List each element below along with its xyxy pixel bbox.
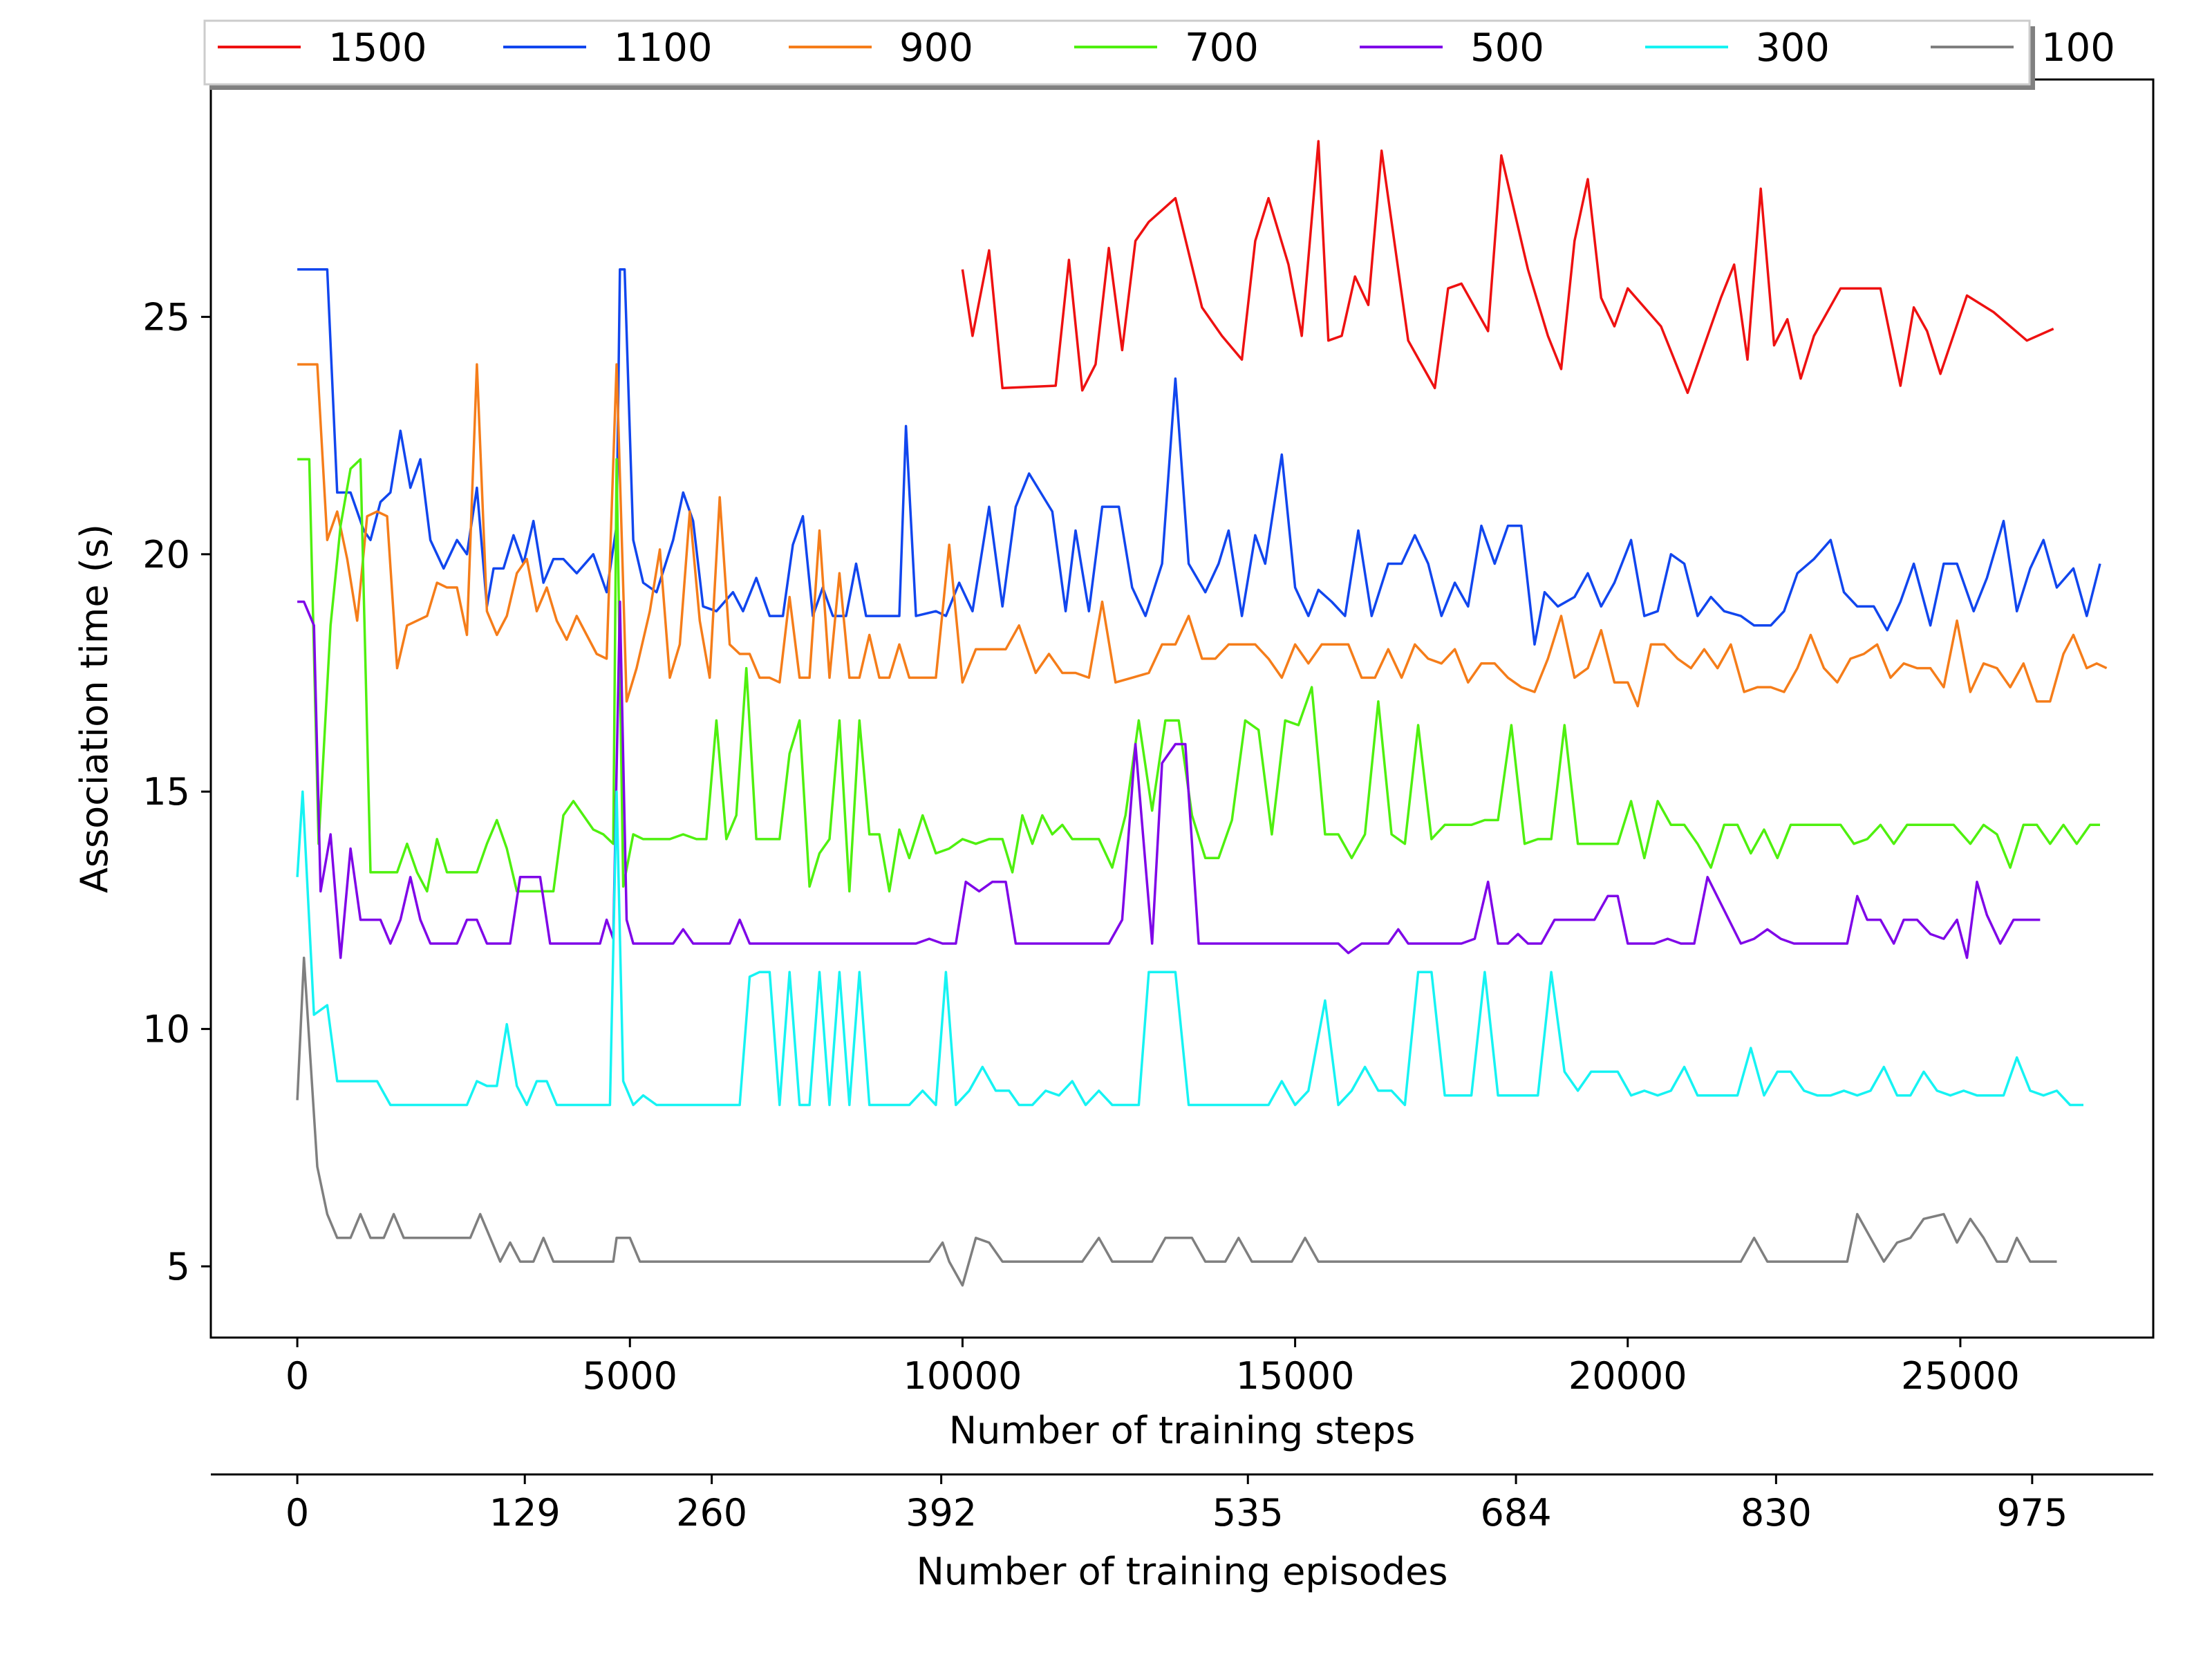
secondary-x-tick-label: 392 [906,1491,977,1535]
secondary-x-tick-label: 260 [676,1491,747,1535]
series-line-500 [297,600,2041,959]
series-line-300 [296,790,2083,1107]
legend-label-900: 900 [899,26,973,71]
legend-box [203,19,2031,86]
y-axis-title: Association time (s) [73,524,116,893]
x-tick-label: 5000 [583,1354,677,1398]
y-tick-label: 5 [167,1245,190,1288]
series-line-1500 [961,140,2054,395]
legend-label-700: 700 [1185,26,1259,71]
series-line-900 [297,363,2108,708]
legend-label-1500: 1500 [328,26,427,71]
secondary-x-tick-label: 535 [1212,1491,1284,1535]
secondary-x-axis-title: Number of training episodes [917,1550,1448,1593]
x-axis-title: Number of training steps [949,1409,1416,1452]
y-tick-label: 15 [142,770,190,814]
y-axis: 5 10 15 20 25 [142,295,211,1288]
x-tick-label: 20000 [1568,1354,1687,1398]
series-line-100 [296,956,2057,1287]
legend-label-1100: 1100 [614,26,713,71]
x-tick-label: 25000 [1901,1354,2020,1398]
series-line-700 [297,458,2100,893]
y-tick-label: 10 [142,1008,190,1051]
legend-label-500: 500 [1470,26,1544,71]
y-tick-label: 20 [142,533,190,577]
series-layer [296,140,2108,1287]
y-tick-label: 25 [142,295,190,339]
legend-label-100: 100 [2041,26,2115,71]
x-tick-label: 10000 [903,1354,1022,1398]
secondary-x-tick-label: 830 [1741,1491,1812,1535]
secondary-x-tick-label: 975 [1996,1491,2068,1535]
secondary-x-tick-label: 129 [489,1491,561,1535]
secondary-x-axis: 0 129 260 392 535 684 830 975 [211,1473,2153,1535]
x-tick-label: 15000 [1236,1354,1355,1398]
secondary-x-tick-label: 0 [285,1491,309,1535]
series-line-1100 [297,268,2101,646]
legend-label-300: 300 [1756,26,1830,71]
x-axis: 0 5000 10000 15000 20000 25000 [285,1338,2020,1398]
legend: 1500 1100 900 700 500 300 100 [203,19,2115,90]
secondary-x-tick-label: 684 [1481,1491,1552,1535]
x-tick-label: 0 [285,1354,309,1398]
